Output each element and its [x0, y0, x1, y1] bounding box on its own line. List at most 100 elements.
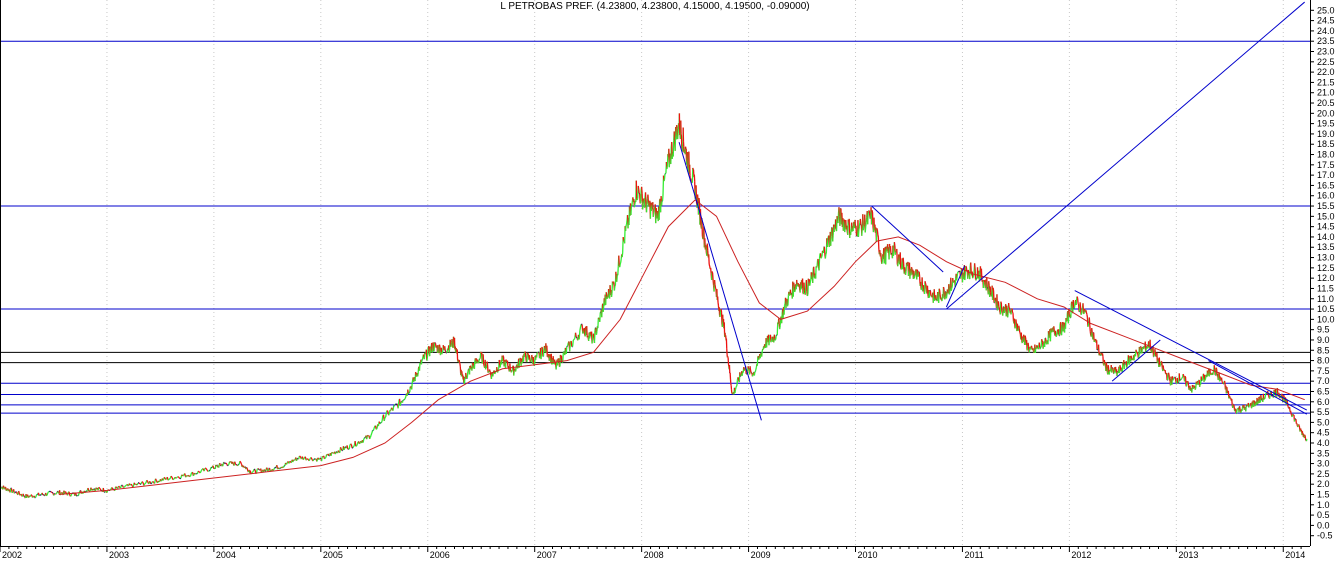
y-tick-label: 20.5 — [1317, 98, 1335, 108]
y-tick-label: 7.0 — [1317, 376, 1330, 386]
price-segment — [293, 459, 295, 461]
y-tick-label: 0.0 — [1317, 520, 1330, 530]
x-tick-label: 2006 — [430, 550, 450, 560]
price-segment — [308, 458, 311, 462]
x-tick-label: 2013 — [1178, 550, 1198, 560]
price-segment — [172, 478, 175, 481]
price-segment — [154, 478, 158, 482]
price-segment — [55, 492, 58, 495]
price-segment — [354, 440, 357, 447]
price-segment — [397, 401, 400, 409]
y-tick-label: 20.0 — [1317, 108, 1335, 118]
price-segment — [41, 492, 44, 495]
price-segment — [125, 484, 127, 487]
price-segment — [299, 455, 301, 458]
price-segment — [43, 494, 45, 496]
price-segment — [287, 460, 289, 463]
x-axis-ticks: 2002 2003 2004 2005 2006 2007 2008 2009 2010 2011… — [0, 546, 1305, 560]
price-segment — [574, 332, 577, 338]
price-segment — [573, 337, 576, 340]
price-segment — [331, 451, 333, 454]
y-tick-label: 1.0 — [1317, 500, 1330, 510]
y-tick-label: 1.5 — [1317, 489, 1330, 499]
y-tick-label: 2.0 — [1317, 479, 1330, 489]
price-segment — [53, 493, 56, 496]
grid-lines — [0, 0, 1284, 546]
price-segment — [38, 494, 41, 497]
y-tick-label: 23.0 — [1317, 47, 1335, 57]
price-segment — [263, 469, 266, 472]
price-segment — [32, 496, 34, 499]
price-segment — [146, 479, 149, 483]
price-segment — [227, 463, 230, 466]
y-tick-label: 11.5 — [1317, 283, 1334, 293]
price-segment — [362, 438, 365, 443]
price-segment — [45, 494, 48, 497]
y-tick-label: 3.0 — [1317, 459, 1330, 469]
price-segment — [380, 421, 383, 424]
price-segment — [375, 428, 378, 430]
price-segment — [267, 468, 270, 472]
moving-average-line — [58, 199, 1305, 495]
price-segment — [340, 448, 343, 451]
price-segment — [289, 460, 292, 463]
y-tick-label: 0.5 — [1317, 510, 1330, 520]
y-tick-label: 22.5 — [1317, 57, 1335, 67]
price-segment — [167, 478, 170, 481]
y-tick-label: 13.0 — [1317, 253, 1335, 263]
price-segment — [369, 434, 372, 438]
trendline — [678, 142, 762, 421]
price-segment — [20, 493, 23, 496]
price-segment — [197, 470, 200, 473]
y-tick-label: 9.5 — [1317, 325, 1330, 335]
y-tick-label: 16.0 — [1317, 191, 1335, 201]
price-segment — [177, 476, 180, 478]
price-segment — [302, 457, 305, 461]
y-tick-label: 14.0 — [1317, 232, 1335, 242]
price-segment — [252, 470, 255, 473]
price-segment — [348, 444, 351, 450]
x-tick-label: 2010 — [858, 550, 878, 560]
y-tick-label: 12.0 — [1317, 273, 1335, 283]
price-segment — [569, 341, 572, 352]
trendline — [1208, 360, 1308, 415]
price-segment — [86, 490, 88, 492]
price-segment — [363, 437, 366, 440]
y-tick-label: 19.0 — [1317, 129, 1335, 139]
price-segment — [370, 432, 373, 436]
price-segment — [200, 468, 203, 472]
price-segment — [282, 465, 285, 468]
price-segment — [163, 476, 166, 480]
y-tick-label: 12.5 — [1317, 263, 1335, 273]
price-segment — [251, 471, 254, 474]
x-tick-label: 2002 — [2, 550, 22, 560]
price-segment — [149, 481, 152, 484]
y-tick-label: -0.5 — [1317, 531, 1333, 541]
price-segment — [293, 459, 296, 461]
y-tick-label: 5.0 — [1317, 417, 1330, 427]
y-tick-label: 17.0 — [1317, 170, 1335, 180]
trendline — [1074, 290, 1308, 411]
y-tick-label: 4.0 — [1317, 438, 1330, 448]
price-segment — [579, 326, 582, 331]
y-tick-label: 4.5 — [1317, 428, 1330, 438]
price-segment — [254, 469, 257, 474]
price-segment — [64, 491, 67, 494]
price-segment — [257, 468, 260, 470]
price-segment — [356, 441, 359, 445]
price-segment — [136, 482, 139, 486]
price-segment — [193, 472, 196, 475]
x-tick-label: 2004 — [216, 550, 236, 560]
y-tick-label: 14.5 — [1317, 222, 1335, 232]
price-segment — [168, 478, 171, 480]
price-segment — [379, 422, 382, 425]
y-tick-label: 5.5 — [1317, 407, 1330, 417]
y-axis-ticks: -0.50.00.51.01.52.02.53.03.54.04.55.05.5… — [1310, 5, 1335, 541]
price-segment — [35, 494, 38, 497]
price-segment — [358, 442, 361, 445]
price-segment — [123, 485, 126, 488]
y-tick-label: 8.5 — [1317, 345, 1330, 355]
price-segment — [170, 475, 173, 478]
price-segment — [252, 468, 255, 471]
price-segment — [181, 474, 184, 477]
